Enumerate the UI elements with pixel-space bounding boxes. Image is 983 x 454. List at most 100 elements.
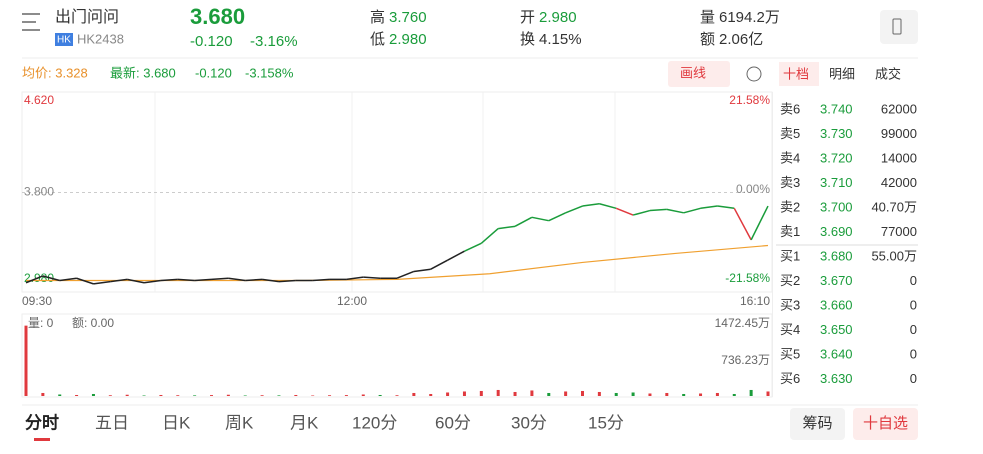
book-label: 买6 [780,371,800,386]
price-segment [498,225,516,230]
volume-bar [344,395,348,396]
volume-bar [41,392,45,396]
price-segment [733,207,752,241]
settings-icon[interactable] [746,66,762,82]
price-segment [143,279,162,284]
device-button[interactable] [880,10,918,44]
stat-label: 量 [700,9,715,26]
price-segment [683,207,701,214]
volume-bar [429,393,433,396]
book-label: 卖4 [780,150,800,165]
volume-bar [530,390,534,396]
price-segment [599,203,617,210]
book-qty: 0 [910,273,917,288]
price-segment [312,278,330,282]
price-label: 4.620 [24,93,54,107]
latest-pct: -3.158% [245,65,294,80]
book-qty: 40.70万 [871,199,917,214]
book-label: 卖1 [780,224,800,239]
button-bg[interactable] [853,408,918,440]
price: 3.680 [190,4,245,29]
book-qty: 42000 [881,175,917,190]
volume-bar [766,391,770,396]
stat-label: 换 [520,31,535,48]
volume-bar [328,395,332,396]
tab-bg[interactable] [779,62,819,86]
price-segment [582,203,600,207]
volume-bar [462,391,466,396]
draw-button[interactable]: 画线 [680,65,706,80]
button-bg[interactable] [790,408,845,440]
period-tab[interactable]: 日K [162,413,191,432]
price-segment [76,277,94,285]
market-tag: HK [57,35,71,46]
period-tab[interactable]: 120分 [352,413,397,432]
price-segment [447,250,465,261]
price-segment [59,277,77,282]
side-tab[interactable]: 成交 [875,66,901,81]
stock-code: HK2438 [77,31,124,46]
stat-value: 2.980 [539,9,577,26]
period-tab[interactable]: 月K [290,413,319,432]
side-tab[interactable]: 明细 [829,66,855,81]
volume-bar [412,392,416,396]
button[interactable]: 筹码 [802,415,832,432]
button[interactable]: 十自选 [863,415,908,432]
volume-bar [581,390,584,396]
volume-bar [193,395,197,396]
volume-bar [361,394,365,396]
stat-label: 额 [700,31,715,48]
price-segment [464,242,482,252]
stat-value: 3.760 [389,9,427,26]
draw-button-bg[interactable] [668,61,730,87]
price-segment [127,278,145,284]
volume-bar [260,395,264,396]
volume-bar [142,395,146,396]
volume-bar [24,325,28,396]
book-price: 3.690 [820,224,853,239]
volume-bar [58,394,62,396]
avg-line [26,244,769,282]
volume-bar [91,393,95,396]
price-segment [717,205,735,210]
price-segment [565,205,583,214]
price-segment [480,228,499,244]
volume-bar [648,393,652,396]
price-segment [430,259,448,270]
price-segment [211,277,229,281]
volume-bar [378,394,382,396]
price-segment [514,216,533,228]
period-tab[interactable]: 周K [225,413,254,432]
book-qty: 55.00万 [871,248,917,263]
period-tab[interactable]: 五日 [95,413,129,432]
menu-icon[interactable] [22,13,40,31]
volume-bar [108,395,112,396]
time-label: 09:30 [22,294,52,308]
price-segment [750,205,769,241]
price-segment [42,275,60,282]
price-segment [615,207,634,216]
period-tab[interactable]: 15分 [588,413,624,432]
volume-bar [159,394,163,396]
period-tab[interactable]: 30分 [511,413,547,432]
volume-bar [479,390,483,396]
volume-bar [631,392,635,396]
book-qty: 99000 [881,126,917,141]
price-segment [363,276,381,279]
book-qty: 77000 [881,224,917,239]
period-tab[interactable]: 60分 [435,413,471,432]
price-segment [346,276,364,281]
pct-label: 0.00% [736,182,770,196]
book-price: 3.680 [820,248,853,263]
volume-bar [277,395,281,396]
stat-label: 低 [370,31,385,48]
volume-bar [243,395,247,396]
side-tab[interactable]: 十档 [783,66,809,81]
volume-text: 量: 0 [28,316,54,330]
price-label: 3.800 [24,185,54,199]
period-tab[interactable]: 分时 [25,413,59,432]
volume-axis-label: 736.23万 [721,353,770,367]
book-price: 3.720 [820,150,853,165]
volume-text: 额: 0.00 [72,316,114,330]
